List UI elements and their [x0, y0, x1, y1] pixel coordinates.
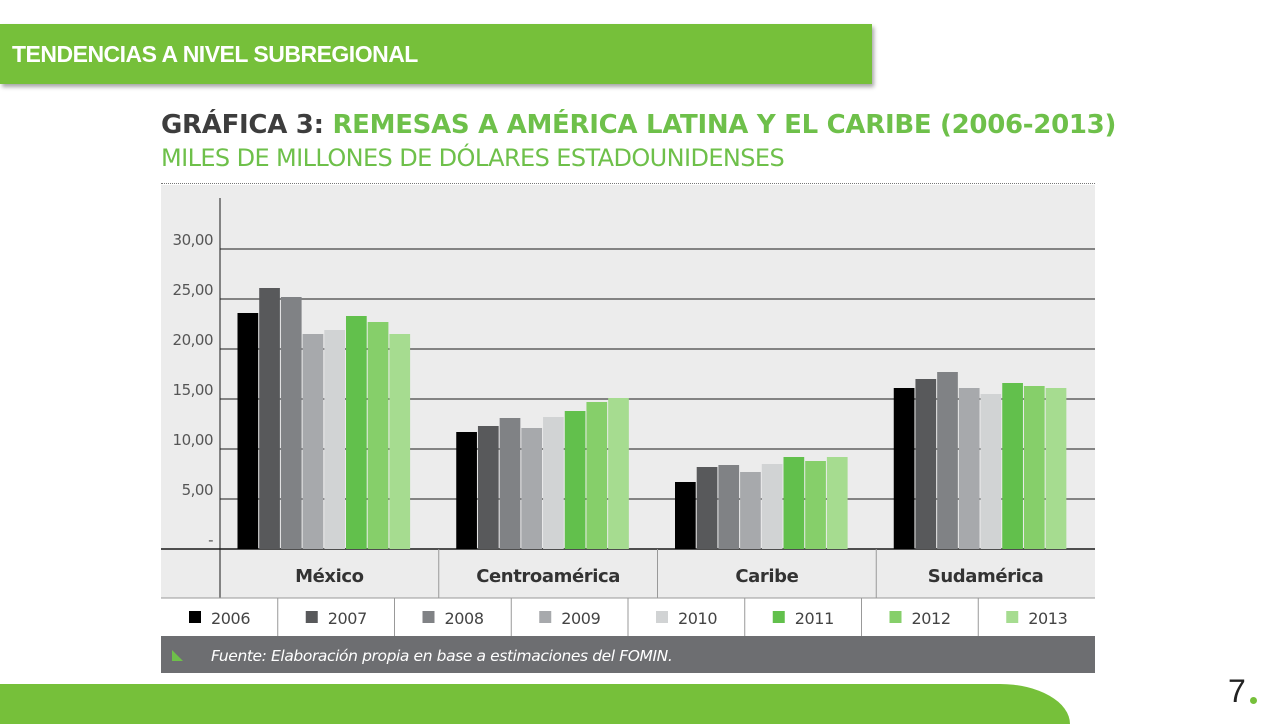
bar-2013-0 [389, 334, 411, 549]
category-label: Caribe [735, 566, 798, 587]
legend-swatch [422, 611, 435, 623]
bar-2007-0 [259, 288, 280, 549]
bar-2008-2 [718, 465, 740, 549]
category-label: Centroamérica [476, 566, 620, 587]
y-tick-label: 30,00 [173, 231, 213, 249]
bar-2012-1 [586, 402, 608, 549]
category-label: Sudamérica [928, 566, 1044, 587]
chart-title-prefix: GRÁFICA 3: [161, 110, 324, 140]
chart-title: GRÁFICA 3: REMESAS A AMÉRICA LATINA Y EL… [161, 110, 1116, 140]
y-tick-label: 15,00 [173, 381, 213, 399]
footer-bar [0, 684, 1070, 724]
y-tick-label: - [208, 531, 213, 549]
legend-swatch [889, 611, 902, 623]
bar-2010-2 [761, 464, 783, 549]
chart-title-text: REMESAS A AMÉRICA LATINA Y EL CARIBE (20… [332, 110, 1117, 140]
bar-2011-3 [1002, 383, 1023, 549]
bar-2009-3 [958, 388, 980, 549]
category-label: México [295, 566, 364, 587]
chart-subtitle: MILES DE MILLONES DE DÓLARES ESTADOUNIDE… [161, 144, 785, 172]
bar-2010-0 [324, 330, 345, 549]
bar-2006-2 [675, 482, 696, 549]
legend-swatch [305, 611, 318, 623]
bar-2010-3 [980, 394, 1002, 549]
y-tick-label: 25,00 [173, 281, 213, 299]
bar-2008-0 [280, 297, 302, 549]
header-bar: TENDENCIAS A NIVEL SUBREGIONAL [0, 24, 872, 84]
header-title: TENDENCIAS A NIVEL SUBREGIONAL [12, 41, 418, 67]
source-note: Fuente: Elaboración propia en base a est… [211, 647, 672, 665]
source-band [161, 636, 1095, 673]
bar-2012-3 [1023, 386, 1045, 549]
y-tick-label: 5,00 [182, 481, 213, 499]
bar-2013-1 [608, 398, 629, 549]
bar-2007-2 [696, 467, 718, 549]
bar-2011-2 [783, 457, 805, 549]
legend-label: 2011 [795, 609, 834, 628]
bar-2009-1 [521, 428, 543, 549]
legend-label: 2010 [678, 609, 717, 628]
bar-2011-0 [346, 316, 367, 549]
bar-2009-0 [302, 334, 324, 549]
category-band [161, 549, 1095, 598]
bar-2012-2 [805, 461, 826, 549]
bar-2010-1 [543, 417, 564, 549]
bar-2006-1 [456, 432, 477, 549]
legend-label: 2007 [328, 609, 367, 628]
bar-2013-2 [826, 457, 848, 549]
page-number-dot [1250, 697, 1257, 704]
bar-2006-3 [893, 388, 915, 549]
bar-2008-3 [937, 372, 958, 549]
legend-label: 2012 [912, 609, 951, 628]
bar-2012-0 [367, 322, 389, 549]
bar-2013-3 [1045, 388, 1067, 549]
y-tick-label: 10,00 [173, 431, 213, 449]
title-divider [161, 183, 1095, 184]
bar-2007-3 [915, 379, 937, 549]
y-tick-label: 20,00 [173, 331, 213, 349]
bar-2009-2 [740, 472, 761, 549]
bar-2006-0 [237, 313, 259, 549]
legend-swatch [1006, 611, 1019, 623]
legend-label: 2013 [1028, 609, 1067, 628]
legend-swatch [189, 611, 201, 623]
legend-swatch [772, 611, 785, 623]
bar-2008-1 [499, 418, 521, 549]
bar-2011-1 [564, 411, 586, 549]
page-number: 7 [1228, 673, 1246, 709]
legend-swatch [656, 611, 668, 623]
legend-swatch [539, 611, 552, 623]
source-triangle-icon [172, 650, 183, 661]
bar-2007-1 [477, 426, 499, 549]
legend-label: 2009 [561, 609, 600, 628]
legend-label: 2008 [445, 609, 484, 628]
legend-label: 2006 [211, 609, 250, 628]
